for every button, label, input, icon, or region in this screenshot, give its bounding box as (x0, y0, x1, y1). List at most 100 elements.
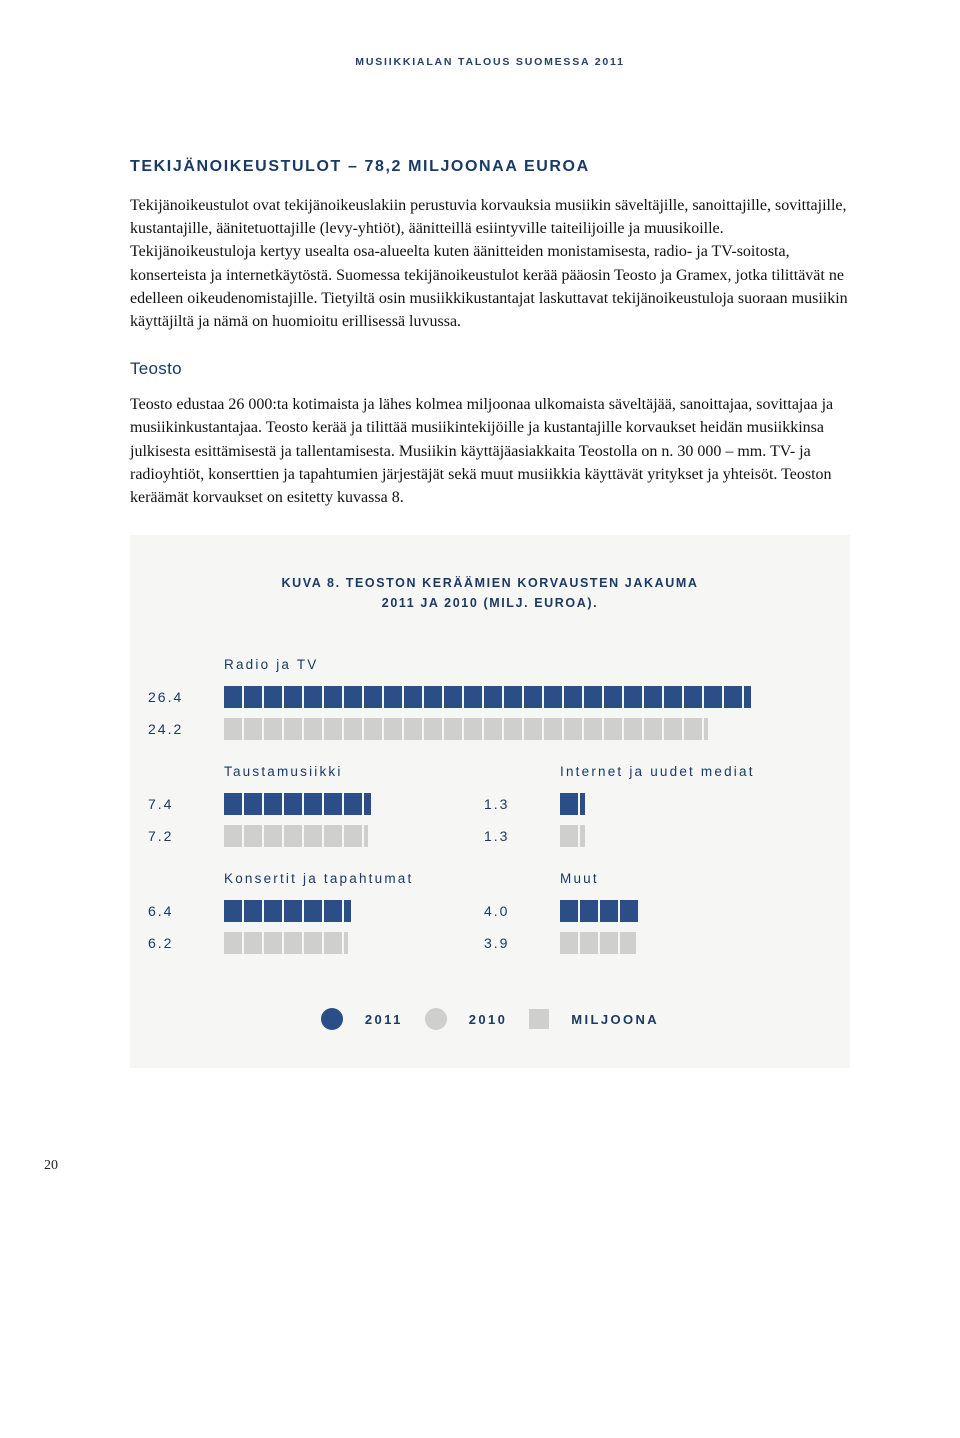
bar-segment (724, 686, 742, 708)
bar-segment (324, 932, 342, 954)
bar-track (560, 932, 636, 954)
bar-segment-partial (344, 932, 348, 954)
bar-segment (224, 686, 242, 708)
legend-square-unit (529, 1009, 549, 1029)
bar-row: 3.9 (480, 932, 806, 954)
bar-value-label: 26.4 (144, 689, 204, 705)
bar-segment (684, 718, 702, 740)
bar-segment (484, 718, 502, 740)
bar-segment (484, 686, 502, 708)
chart-col-right: Internet ja uudet mediat1.31.3Muut4.03.9 (480, 764, 806, 978)
bar-segment (704, 686, 722, 708)
legend-label-2011: 2011 (365, 1012, 403, 1027)
bar-segment (224, 825, 242, 847)
bar-segment-partial (580, 825, 585, 847)
bar-track (560, 793, 585, 815)
bar-segment (324, 825, 342, 847)
chart-area: Radio ja TV 26.4 24.2 Taustamusiikki 7.4 7.2 K… (144, 657, 806, 978)
bar-row: 6.4 (144, 900, 470, 922)
bar-row: 7.4 (144, 793, 470, 815)
bar-value-label: 4.0 (480, 903, 540, 919)
chart-category-label: Taustamusiikki (224, 764, 470, 779)
bar-track (224, 793, 371, 815)
bar-segment (264, 825, 282, 847)
bar-segment-partial (744, 686, 751, 708)
bar-segment (324, 686, 342, 708)
bar-row: 6.2 (144, 932, 470, 954)
bar-segment (344, 825, 362, 847)
bar-segment (324, 900, 342, 922)
bar-track (224, 932, 348, 954)
chart-col-left: Taustamusiikki 7.4 7.2 Konsertit ja tapahtu… (144, 764, 470, 978)
bar-segment (444, 718, 462, 740)
bar-segment (344, 793, 362, 815)
bar-value-label: 1.3 (480, 796, 540, 812)
bar-row: 26.4 (144, 686, 806, 708)
bar-segment (244, 932, 262, 954)
bar-value-label: 6.4 (144, 903, 204, 919)
chart-category: Konsertit ja tapahtumat 6.4 6.2 (144, 871, 470, 954)
bar-segment (644, 686, 662, 708)
bar-segment (564, 686, 582, 708)
bar-segment (664, 686, 682, 708)
bar-segment (344, 686, 362, 708)
bar-segment (304, 900, 322, 922)
bar-row: 1.3 (480, 825, 806, 847)
bar-segment (244, 793, 262, 815)
bar-segment (544, 686, 562, 708)
bar-row: 7.2 (144, 825, 470, 847)
bar-segment (224, 932, 242, 954)
bar-segment (364, 718, 382, 740)
bar-segment (560, 900, 578, 922)
bar-value-label: 7.2 (144, 828, 204, 844)
legend-dot-2010 (425, 1008, 447, 1030)
bar-segment (580, 932, 598, 954)
bar-segment (664, 718, 682, 740)
chart-category-label: Internet ja uudet mediat (560, 764, 806, 779)
bar-segment (384, 718, 402, 740)
section-title: TEKIJÄNOIKEUSTULOT – 78,2 MILJOONAA EURO… (130, 158, 850, 176)
chart-category-label: Konsertit ja tapahtumat (224, 871, 470, 886)
bar-segment (560, 932, 578, 954)
bar-segment (264, 900, 282, 922)
bar-segment (384, 686, 402, 708)
bar-segment (304, 825, 322, 847)
bar-row: 1.3 (480, 793, 806, 815)
bar-segment (624, 718, 642, 740)
bar-segment (464, 686, 482, 708)
bar-segment (264, 686, 282, 708)
chart-category: Muut4.03.9 (480, 871, 806, 954)
bar-segment (344, 718, 362, 740)
bar-segment (244, 718, 262, 740)
chart-category-label: Radio ja TV (224, 657, 806, 672)
bar-segment (604, 686, 622, 708)
bar-segment (624, 686, 642, 708)
bar-segment-partial (344, 900, 351, 922)
bar-segment-partial (580, 793, 585, 815)
bar-track (224, 825, 368, 847)
bar-row: 4.0 (480, 900, 806, 922)
bar-segment (544, 718, 562, 740)
bar-segment (584, 718, 602, 740)
bar-track (224, 900, 351, 922)
bar-segment (464, 718, 482, 740)
paragraph-intro: Tekijänoikeustulot ovat tekijänoikeuslak… (130, 194, 850, 333)
bar-value-label: 3.9 (480, 935, 540, 951)
bar-value-label: 24.2 (144, 721, 204, 737)
bar-segment (644, 718, 662, 740)
bar-segment-partial (704, 718, 708, 740)
bar-segment-partial (364, 793, 371, 815)
bar-segment (560, 825, 578, 847)
bar-segment (404, 686, 422, 708)
page: MUSIIKKIALAN TALOUS SUOMESSA 2011 TEKIJÄ… (0, 0, 960, 1108)
running-header: MUSIIKKIALAN TALOUS SUOMESSA 2011 (130, 56, 850, 68)
bar-segment (304, 793, 322, 815)
bar-segment (264, 932, 282, 954)
bar-segment-partial (364, 825, 368, 847)
bar-segment (444, 686, 462, 708)
chart-title-line2: 2011 JA 2010 (MILJ. EUROA). (382, 596, 598, 610)
bar-segment (284, 793, 302, 815)
chart-legend: 2011 2010 MILJOONA (174, 1008, 806, 1030)
bar-segment-partial (620, 932, 636, 954)
chart-two-col: Taustamusiikki 7.4 7.2 Konsertit ja tapahtu… (144, 764, 806, 978)
